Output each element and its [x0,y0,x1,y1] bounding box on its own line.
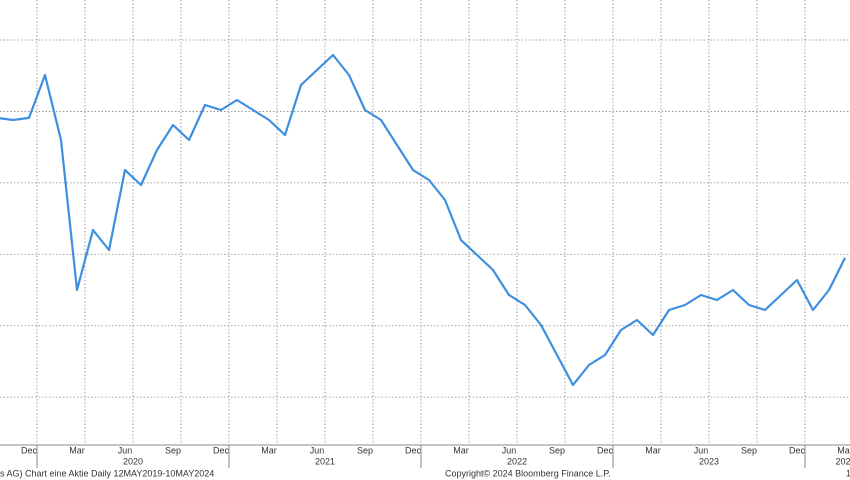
x-tick-label: Sep [357,445,373,455]
price-line [0,53,846,387]
year-label: 2020 [123,456,143,466]
x-tick-label: Mar [453,445,469,455]
x-tick-label: Sep [549,445,565,455]
x-tick-label: Jun [694,445,709,455]
year-label: 202 [835,456,850,466]
x-tick-label: Jun [502,445,517,455]
x-tick-label: Dec [213,445,230,455]
year-label: 2021 [315,456,335,466]
footer-center: Copyright© 2024 Bloomberg Finance L.P. [445,468,611,478]
footer-right: 1 [846,468,850,478]
x-tick-label: Mar [645,445,661,455]
x-tick-label: Sep [741,445,757,455]
x-tick-label: Dec [597,445,614,455]
x-tick-label: Dec [789,445,806,455]
year-label: 2023 [699,456,719,466]
x-tick-label: Mar [69,445,85,455]
footer-left: s AG) Chart eine Aktie Daily 12MAY2019-1… [0,468,214,478]
x-tick-label: Mar [261,445,277,455]
x-tick-label: Jun [310,445,325,455]
x-tick-label: Dec [21,445,38,455]
x-tick-label: Dec [405,445,422,455]
x-tick-label: Jun [118,445,133,455]
year-label: 2022 [507,456,527,466]
x-tick-label: Sep [165,445,181,455]
x-tick-label: Mar [837,445,850,455]
